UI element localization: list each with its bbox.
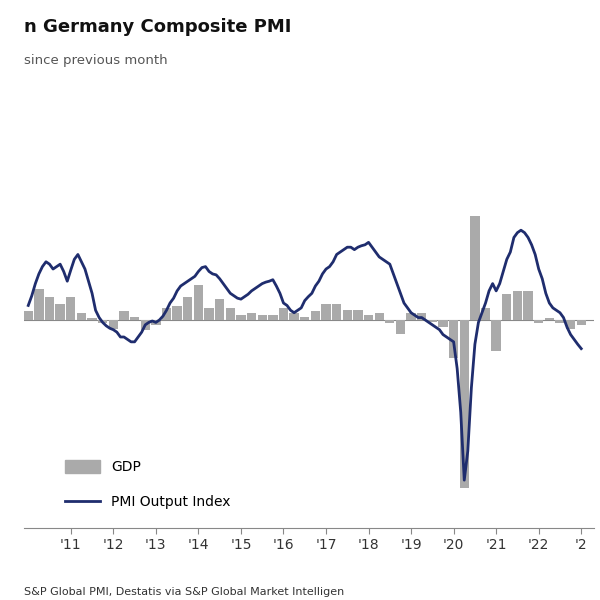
Bar: [545, 318, 554, 320]
Bar: [417, 313, 427, 320]
Bar: [23, 311, 33, 320]
Bar: [555, 320, 565, 323]
Bar: [332, 304, 341, 320]
Bar: [205, 308, 214, 320]
Bar: [45, 298, 54, 320]
Bar: [247, 313, 256, 320]
Bar: [343, 310, 352, 320]
Bar: [374, 313, 384, 320]
Bar: [257, 315, 267, 320]
Bar: [162, 308, 171, 320]
Bar: [98, 320, 107, 323]
Bar: [385, 320, 394, 323]
Text: since previous month: since previous month: [24, 54, 167, 67]
Legend: GDP, PMI Output Index: GDP, PMI Output Index: [59, 455, 236, 515]
Bar: [439, 320, 448, 327]
Bar: [364, 315, 373, 320]
Bar: [449, 320, 458, 358]
Bar: [523, 290, 533, 320]
Bar: [534, 320, 544, 323]
Bar: [300, 317, 310, 320]
Bar: [66, 298, 76, 320]
Bar: [55, 304, 65, 320]
Bar: [396, 320, 405, 334]
Bar: [353, 310, 362, 320]
Bar: [481, 308, 490, 320]
Text: n Germany Composite PMI: n Germany Composite PMI: [24, 18, 292, 36]
Bar: [215, 299, 224, 320]
Bar: [428, 320, 437, 322]
Bar: [268, 315, 278, 320]
Bar: [513, 290, 522, 320]
Bar: [491, 320, 501, 351]
Bar: [279, 308, 288, 320]
Bar: [406, 313, 416, 320]
Bar: [151, 320, 161, 325]
Bar: [322, 304, 331, 320]
Bar: [109, 320, 118, 329]
Text: S&P Global PMI, Destatis via S&P Global Market Intelligen: S&P Global PMI, Destatis via S&P Global …: [24, 587, 344, 597]
Bar: [194, 286, 203, 320]
Bar: [183, 298, 193, 320]
Bar: [130, 317, 139, 320]
Bar: [566, 320, 575, 329]
Bar: [289, 313, 299, 320]
Bar: [236, 315, 245, 320]
Bar: [88, 318, 97, 320]
Bar: [577, 320, 586, 325]
Bar: [119, 311, 128, 320]
Bar: [226, 308, 235, 320]
Bar: [140, 320, 150, 331]
Bar: [172, 306, 182, 320]
Bar: [460, 320, 469, 488]
Bar: [470, 173, 479, 320]
Bar: [502, 294, 511, 320]
Bar: [77, 313, 86, 320]
Bar: [34, 289, 44, 320]
Bar: [311, 311, 320, 320]
